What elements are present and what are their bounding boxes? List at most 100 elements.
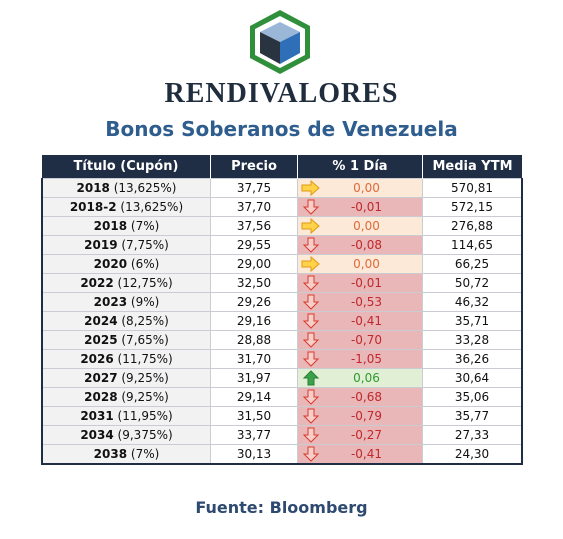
change-value: 0,00 [353,181,380,195]
table-row: 2031 (11,95%) 31,50 -0,79 35,77 [41,406,523,426]
source-note: Fuente: Bloomberg [195,498,368,517]
change-cell: -0,41 [297,444,423,465]
bond-year: 2018 [93,219,128,233]
bond-coupon: (7,75%) [121,238,169,252]
bond-year: 2027 [84,371,118,385]
change-value: -0,53 [350,295,383,309]
arrow-down-icon [302,427,320,443]
brand-name: RENDIVALORES [164,78,399,109]
price-cell: 32,50 [210,273,298,293]
bonds-table: Título (Cupón) Precio % 1 Día Media YTM … [41,155,523,465]
change-cell: -0,79 [297,406,423,426]
bond-title-cell: 2038 (7%) [41,444,211,465]
arrow-down-icon [302,275,320,291]
table-row: 2025 (7,65%) 28,88 -0,70 33,28 [41,330,523,350]
change-value: -0,08 [350,238,383,252]
bond-year: 2031 [80,409,114,423]
arrow-down-icon [302,237,320,253]
change-cell: 0,00 [297,254,423,274]
bond-title-cell: 2026 (11,75%) [41,349,211,369]
bond-coupon: (13,625%) [120,200,184,214]
bond-coupon: (9%) [130,295,160,309]
ytm-cell: 66,25 [422,254,523,274]
ytm-cell: 35,71 [422,311,523,331]
bond-year: 2024 [84,314,118,328]
change-cell: -0,70 [297,330,423,350]
arrow-down-icon [302,294,320,310]
table-row: 2027 (9,25%) 31,97 0,06 30,64 [41,368,523,388]
change-value: -0,27 [350,428,383,442]
rendivalores-logo [250,10,310,74]
bond-coupon: (9,375%) [117,428,173,442]
table-row: 2018 (7%) 37,56 0,00 276,88 [41,216,523,236]
bond-year: 2026 [80,352,114,366]
price-cell: 37,56 [210,216,298,236]
ytm-cell: 35,77 [422,406,523,426]
bond-year: 2038 [93,447,128,461]
ytm-cell: 35,06 [422,387,523,407]
bond-coupon: (9,25%) [121,390,169,404]
bond-title-cell: 2027 (9,25%) [41,368,211,388]
bond-year: 2023 [93,295,128,309]
column-header-title: Título (Cupón) [42,155,211,179]
arrow-down-icon [302,313,320,329]
ytm-cell: 46,32 [422,292,523,312]
change-value: -0,41 [350,314,383,328]
change-cell: -0,53 [297,292,423,312]
change-cell: -0,27 [297,425,423,445]
price-cell: 29,14 [210,387,298,407]
change-cell: 0,06 [297,368,423,388]
arrow-down-icon [302,332,320,348]
change-cell: -0,08 [297,235,423,255]
change-value: -0,01 [350,200,383,214]
arrow-down-icon [302,408,320,424]
ytm-cell: 50,72 [422,273,523,293]
bond-coupon: (7,65%) [121,333,169,347]
ytm-cell: 30,64 [422,368,523,388]
arrow-right-icon [301,180,320,196]
bond-title-cell: 2018 (13,625%) [41,178,211,198]
bond-title-cell: 2031 (11,95%) [41,406,211,426]
bond-title-cell: 2034 (9,375%) [41,425,211,445]
change-value: -1,05 [350,352,383,366]
bond-year: 2022 [80,276,114,290]
bond-coupon: (6%) [130,257,160,271]
ytm-cell: 24,30 [422,444,523,465]
bond-title-cell: 2023 (9%) [41,292,211,312]
table-header-row: Título (Cupón) Precio % 1 Día Media YTM [42,155,522,179]
price-cell: 29,26 [210,292,298,312]
arrow-down-icon [302,446,320,462]
table-row: 2023 (9%) 29,26 -0,53 46,32 [41,292,523,312]
price-cell: 31,50 [210,406,298,426]
price-cell: 33,77 [210,425,298,445]
bond-coupon: (7%) [130,447,160,461]
change-value: 0,00 [353,257,380,271]
bond-title-cell: 2022 (12,75%) [41,273,211,293]
change-value: -0,79 [350,409,383,423]
arrow-down-icon [302,351,320,367]
bond-year: 2034 [80,428,114,442]
bond-title-cell: 2028 (9,25%) [41,387,211,407]
change-value: -0,41 [350,447,383,461]
table-row: 2018 (13,625%) 37,75 0,00 570,81 [41,178,523,198]
arrow-down-icon [302,199,320,215]
bond-coupon: (12,75%) [117,276,173,290]
ytm-cell: 570,81 [422,178,523,198]
arrow-right-icon [301,256,320,272]
bond-coupon: (11,75%) [117,352,173,366]
table-row: 2020 (6%) 29,00 0,00 66,25 [41,254,523,274]
change-value: -0,70 [350,333,383,347]
bond-title-cell: 2024 (8,25%) [41,311,211,331]
bond-coupon: (8,25%) [121,314,169,328]
table-row: 2024 (8,25%) 29,16 -0,41 35,71 [41,311,523,331]
change-value: 0,00 [353,219,380,233]
bond-title-cell: 2020 (6%) [41,254,211,274]
bond-coupon: (13,625%) [113,181,177,195]
change-cell: 0,00 [297,216,423,236]
page-title: Bonos Soberanos de Venezuela [105,117,458,141]
arrow-up-icon [302,370,320,386]
change-value: 0,06 [353,371,380,385]
bond-title-cell: 2019 (7,75%) [41,235,211,255]
table-body: 2018 (13,625%) 37,75 0,00 570,81 2018-2 (13,… [41,178,523,465]
column-header-ytm: Media YTM [422,155,522,179]
